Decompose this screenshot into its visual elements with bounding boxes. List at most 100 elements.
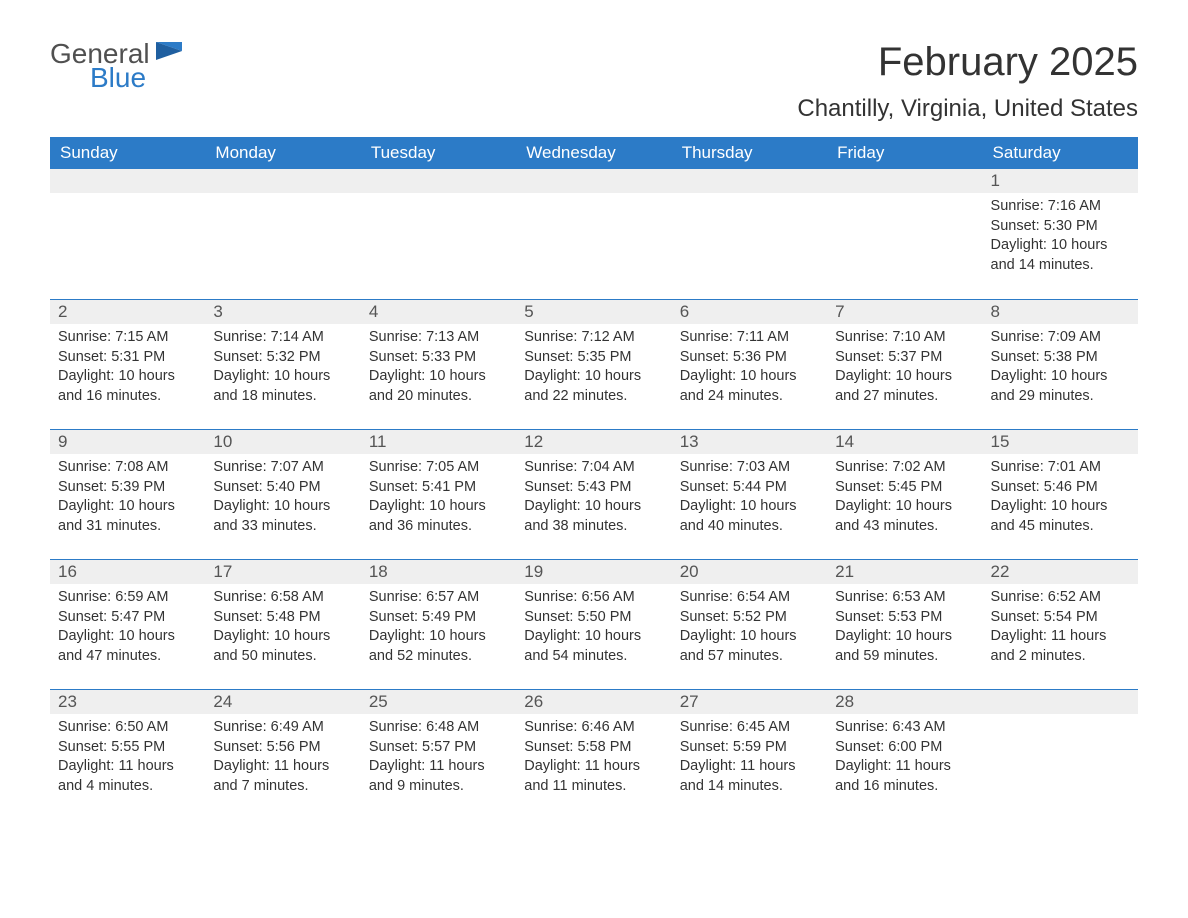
- daylight-text: Daylight: 10 hours and 27 minutes.: [835, 367, 974, 406]
- day-details: Sunrise: 7:02 AMSunset: 5:45 PMDaylight:…: [827, 454, 982, 544]
- sunset-text: Sunset: 5:46 PM: [991, 478, 1130, 498]
- sunrise-text: Sunrise: 6:59 AM: [58, 588, 197, 608]
- day-number: 12: [516, 429, 671, 454]
- sunset-text: Sunset: 5:37 PM: [835, 348, 974, 368]
- day-number: 20: [672, 559, 827, 584]
- calendar-cell: 9 Sunrise: 7:08 AMSunset: 5:39 PMDaylight…: [50, 429, 205, 559]
- day-details: [516, 193, 671, 205]
- daylight-text: Daylight: 10 hours and 33 minutes.: [213, 497, 352, 536]
- calendar-cell: [361, 169, 516, 299]
- day-header: Sunday: [50, 137, 205, 169]
- sunrise-text: Sunrise: 7:08 AM: [58, 458, 197, 478]
- sunset-text: Sunset: 5:47 PM: [58, 608, 197, 628]
- day-details: Sunrise: 6:43 AMSunset: 6:00 PMDaylight:…: [827, 714, 982, 804]
- sunset-text: Sunset: 5:55 PM: [58, 738, 197, 758]
- sunrise-text: Sunrise: 7:01 AM: [991, 458, 1130, 478]
- day-number: 3: [205, 299, 360, 324]
- sunset-text: Sunset: 5:39 PM: [58, 478, 197, 498]
- sunset-text: Sunset: 5:40 PM: [213, 478, 352, 498]
- daylight-text: Daylight: 10 hours and 14 minutes.: [991, 236, 1130, 275]
- day-details: [50, 193, 205, 205]
- day-details: Sunrise: 6:57 AMSunset: 5:49 PMDaylight:…: [361, 584, 516, 674]
- day-number: 21: [827, 559, 982, 584]
- calendar-cell: 19Sunrise: 6:56 AMSunset: 5:50 PMDayligh…: [516, 559, 671, 689]
- day-details: Sunrise: 6:49 AMSunset: 5:56 PMDaylight:…: [205, 714, 360, 804]
- day-details: Sunrise: 7:16 AMSunset: 5:30 PMDaylight:…: [983, 193, 1138, 283]
- sunset-text: Sunset: 5:30 PM: [991, 217, 1130, 237]
- day-number: 9: [50, 429, 205, 454]
- calendar-cell: 15Sunrise: 7:01 AMSunset: 5:46 PMDayligh…: [983, 429, 1138, 559]
- daylight-text: Daylight: 11 hours and 4 minutes.: [58, 757, 197, 796]
- calendar-cell: 7Sunrise: 7:10 AMSunset: 5:37 PMDaylight…: [827, 299, 982, 429]
- sunrise-text: Sunrise: 6:45 AM: [680, 718, 819, 738]
- calendar-cell: 18Sunrise: 6:57 AMSunset: 5:49 PMDayligh…: [361, 559, 516, 689]
- daylight-text: Daylight: 10 hours and 36 minutes.: [369, 497, 508, 536]
- sunset-text: Sunset: 5:33 PM: [369, 348, 508, 368]
- day-details: Sunrise: 6:48 AMSunset: 5:57 PMDaylight:…: [361, 714, 516, 804]
- day-number: 18: [361, 559, 516, 584]
- calendar-table: SundayMondayTuesdayWednesdayThursdayFrid…: [50, 137, 1138, 819]
- day-number: [983, 689, 1138, 714]
- daylight-text: Daylight: 10 hours and 59 minutes.: [835, 627, 974, 666]
- sunset-text: Sunset: 5:32 PM: [213, 348, 352, 368]
- day-number: 26: [516, 689, 671, 714]
- sunrise-text: Sunrise: 6:54 AM: [680, 588, 819, 608]
- daylight-text: Daylight: 10 hours and 31 minutes.: [58, 497, 197, 536]
- calendar-cell: 16Sunrise: 6:59 AMSunset: 5:47 PMDayligh…: [50, 559, 205, 689]
- day-details: Sunrise: 6:46 AMSunset: 5:58 PMDaylight:…: [516, 714, 671, 804]
- calendar-cell: 20Sunrise: 6:54 AMSunset: 5:52 PMDayligh…: [672, 559, 827, 689]
- calendar-cell: 14Sunrise: 7:02 AMSunset: 5:45 PMDayligh…: [827, 429, 982, 559]
- sunset-text: Sunset: 5:48 PM: [213, 608, 352, 628]
- sunset-text: Sunset: 5:41 PM: [369, 478, 508, 498]
- day-details: Sunrise: 7:03 AMSunset: 5:44 PMDaylight:…: [672, 454, 827, 544]
- calendar-cell: 4Sunrise: 7:13 AMSunset: 5:33 PMDaylight…: [361, 299, 516, 429]
- daylight-text: Daylight: 10 hours and 29 minutes.: [991, 367, 1130, 406]
- calendar-cell: [672, 169, 827, 299]
- sunrise-text: Sunrise: 7:16 AM: [991, 197, 1130, 217]
- calendar-cell: [516, 169, 671, 299]
- day-details: [983, 714, 1138, 726]
- daylight-text: Daylight: 10 hours and 24 minutes.: [680, 367, 819, 406]
- daylight-text: Daylight: 10 hours and 20 minutes.: [369, 367, 508, 406]
- daylight-text: Daylight: 10 hours and 52 minutes.: [369, 627, 508, 666]
- title-block: February 2025 Chantilly, Virginia, Unite…: [797, 40, 1138, 137]
- day-number: [205, 169, 360, 193]
- sunrise-text: Sunrise: 6:53 AM: [835, 588, 974, 608]
- calendar-cell: 3Sunrise: 7:14 AMSunset: 5:32 PMDaylight…: [205, 299, 360, 429]
- calendar-cell: 6Sunrise: 7:11 AMSunset: 5:36 PMDaylight…: [672, 299, 827, 429]
- day-number: 22: [983, 559, 1138, 584]
- day-details: Sunrise: 7:11 AMSunset: 5:36 PMDaylight:…: [672, 324, 827, 414]
- sunset-text: Sunset: 5:45 PM: [835, 478, 974, 498]
- day-number: 11: [361, 429, 516, 454]
- sunrise-text: Sunrise: 7:02 AM: [835, 458, 974, 478]
- day-details: Sunrise: 7:07 AMSunset: 5:40 PMDaylight:…: [205, 454, 360, 544]
- calendar-cell: [50, 169, 205, 299]
- sunset-text: Sunset: 5:56 PM: [213, 738, 352, 758]
- day-details: Sunrise: 6:52 AMSunset: 5:54 PMDaylight:…: [983, 584, 1138, 674]
- day-details: Sunrise: 7:05 AMSunset: 5:41 PMDaylight:…: [361, 454, 516, 544]
- day-details: Sunrise: 7:01 AMSunset: 5:46 PMDaylight:…: [983, 454, 1138, 544]
- sunset-text: Sunset: 5:50 PM: [524, 608, 663, 628]
- sunset-text: Sunset: 5:52 PM: [680, 608, 819, 628]
- calendar-cell: 26Sunrise: 6:46 AMSunset: 5:58 PMDayligh…: [516, 689, 671, 819]
- logo: General Blue: [50, 40, 182, 92]
- calendar-cell: 23Sunrise: 6:50 AMSunset: 5:55 PMDayligh…: [50, 689, 205, 819]
- daylight-text: Daylight: 10 hours and 54 minutes.: [524, 627, 663, 666]
- day-details: Sunrise: 6:58 AMSunset: 5:48 PMDaylight:…: [205, 584, 360, 674]
- sunrise-text: Sunrise: 6:57 AM: [369, 588, 508, 608]
- sunset-text: Sunset: 5:31 PM: [58, 348, 197, 368]
- day-number: 17: [205, 559, 360, 584]
- daylight-text: Daylight: 11 hours and 2 minutes.: [991, 627, 1130, 666]
- sunset-text: Sunset: 5:36 PM: [680, 348, 819, 368]
- day-number: 6: [672, 299, 827, 324]
- day-number: 27: [672, 689, 827, 714]
- daylight-text: Daylight: 11 hours and 11 minutes.: [524, 757, 663, 796]
- day-number: 23: [50, 689, 205, 714]
- day-number: 13: [672, 429, 827, 454]
- sunset-text: Sunset: 5:44 PM: [680, 478, 819, 498]
- calendar-cell: 25Sunrise: 6:48 AMSunset: 5:57 PMDayligh…: [361, 689, 516, 819]
- sunrise-text: Sunrise: 6:48 AM: [369, 718, 508, 738]
- day-number: 14: [827, 429, 982, 454]
- calendar-cell: 1Sunrise: 7:16 AMSunset: 5:30 PMDaylight…: [983, 169, 1138, 299]
- daylight-text: Daylight: 10 hours and 50 minutes.: [213, 627, 352, 666]
